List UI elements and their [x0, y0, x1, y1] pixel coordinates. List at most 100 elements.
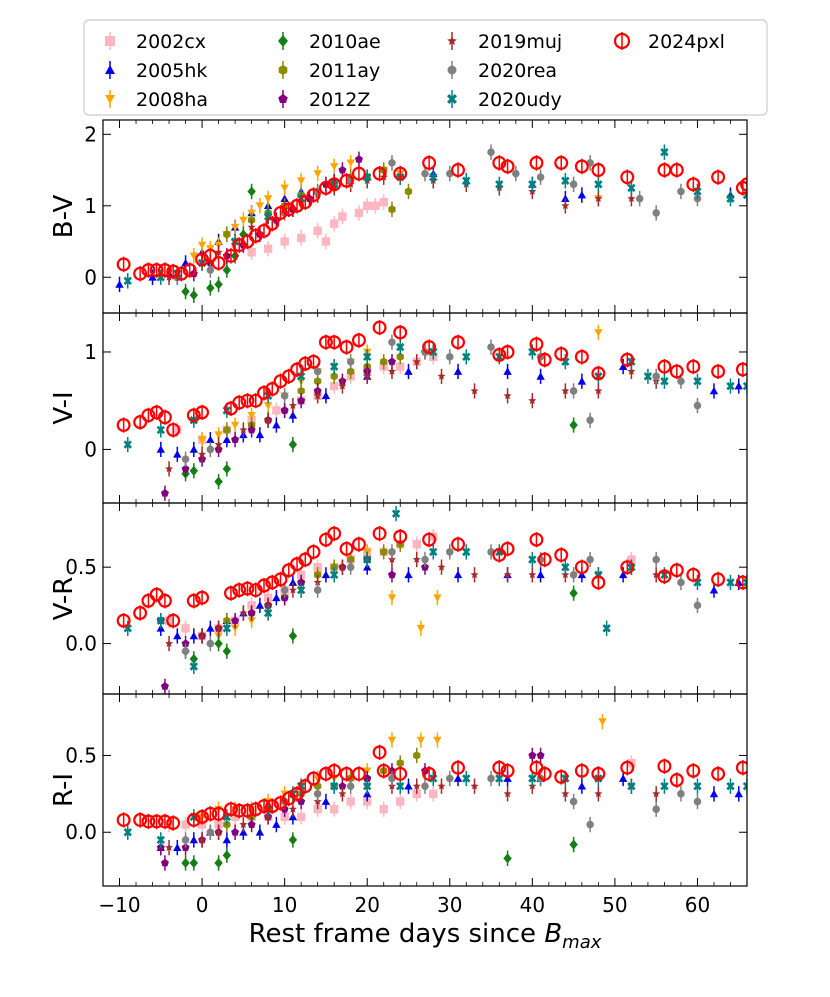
- data-point: [742, 381, 747, 391]
- data-point: [346, 563, 355, 571]
- data-point: [141, 263, 156, 278]
- data-point: [693, 377, 702, 386]
- data-point: [329, 163, 339, 171]
- data-point: [735, 180, 747, 195]
- data-point: [602, 624, 611, 633]
- data-point: [265, 575, 280, 590]
- data-point: [257, 799, 271, 814]
- data-point: [422, 532, 437, 547]
- x-tick-label: 30: [437, 893, 462, 917]
- data-point: [231, 616, 240, 625]
- data-point: [273, 572, 288, 587]
- data-point: [214, 279, 223, 290]
- data-point: [321, 570, 331, 579]
- data-point: [492, 155, 507, 170]
- data-point: [296, 177, 306, 185]
- series-2024pxl: [116, 744, 747, 831]
- data-point: [735, 575, 747, 590]
- data-point: [437, 781, 446, 790]
- data-point: [433, 594, 442, 602]
- data-point: [711, 170, 726, 185]
- data-point: [240, 581, 255, 596]
- data-point: [528, 396, 537, 405]
- data-point: [346, 797, 355, 806]
- data-point: [669, 364, 684, 379]
- data-point: [306, 354, 321, 369]
- data-point: [230, 421, 240, 430]
- data-point: [157, 263, 172, 278]
- data-layer: [115, 144, 747, 303]
- data-point: [165, 843, 174, 851]
- data-point: [451, 163, 466, 178]
- data-point: [372, 320, 387, 335]
- data-point: [198, 631, 207, 640]
- data-point: [222, 624, 232, 633]
- data-point: [173, 843, 182, 851]
- data-point: [380, 357, 388, 366]
- data-point: [388, 338, 396, 347]
- data-point: [189, 835, 199, 844]
- data-point: [313, 170, 322, 178]
- data-point: [351, 537, 366, 552]
- data-point: [232, 803, 247, 818]
- legend-item-2011ay: 2011ay: [278, 60, 380, 82]
- data-point: [462, 774, 471, 783]
- data-point: [263, 195, 273, 203]
- data-point: [686, 763, 701, 778]
- data-point: [404, 570, 413, 579]
- data-point: [388, 548, 396, 556]
- data-point: [214, 624, 223, 632]
- data-point: [569, 839, 578, 850]
- data-point: [453, 774, 463, 782]
- data-point: [561, 789, 570, 798]
- data-point: [239, 425, 248, 434]
- legend-marker-2005hk: [105, 65, 115, 74]
- data-point: [313, 586, 322, 594]
- series-2020rea: [181, 544, 702, 659]
- data-point: [652, 372, 660, 381]
- data-point: [313, 226, 322, 235]
- data-point: [339, 340, 354, 355]
- data-point: [500, 541, 515, 556]
- data-point: [528, 751, 537, 759]
- data-point: [657, 569, 672, 584]
- data-point: [296, 812, 306, 822]
- data-point: [686, 177, 701, 192]
- legend-item-2020rea: 2020rea: [447, 60, 557, 82]
- data-point: [380, 547, 388, 557]
- data-point: [338, 789, 347, 798]
- x-axis-label-italic: B: [544, 919, 562, 949]
- data-point: [354, 155, 363, 163]
- data-point: [574, 560, 589, 575]
- data-point: [404, 367, 413, 375]
- data-point: [529, 337, 544, 352]
- data-point: [255, 828, 265, 836]
- data-point: [709, 789, 719, 798]
- data-point: [174, 266, 189, 281]
- legend-item-2020udy: 2020udy: [447, 89, 562, 111]
- data-point: [470, 570, 479, 579]
- legend-label: 2020udy: [478, 89, 562, 111]
- data-point: [327, 335, 342, 350]
- data-point: [451, 537, 466, 552]
- y-tick-label: 0: [84, 265, 97, 289]
- data-point: [214, 476, 223, 487]
- data-point: [574, 159, 589, 174]
- legend-label: 2005hk: [136, 60, 207, 82]
- data-point: [189, 857, 199, 868]
- legend-marker-2020rea: [447, 65, 457, 75]
- data-point: [393, 325, 408, 340]
- data-point: [181, 464, 190, 473]
- data-point: [265, 799, 280, 814]
- data-point: [272, 420, 281, 429]
- legend-item-2005hk: 2005hk: [105, 60, 207, 82]
- data-point: [321, 797, 331, 805]
- panel-b-v: 0 1 2 B-V: [49, 119, 748, 314]
- data-point: [195, 405, 210, 420]
- data-point: [388, 205, 396, 214]
- y-tick-label: 0: [84, 437, 97, 461]
- data-point: [290, 786, 305, 801]
- data-point: [123, 276, 132, 286]
- data-point: [363, 555, 372, 564]
- data-point: [273, 205, 288, 220]
